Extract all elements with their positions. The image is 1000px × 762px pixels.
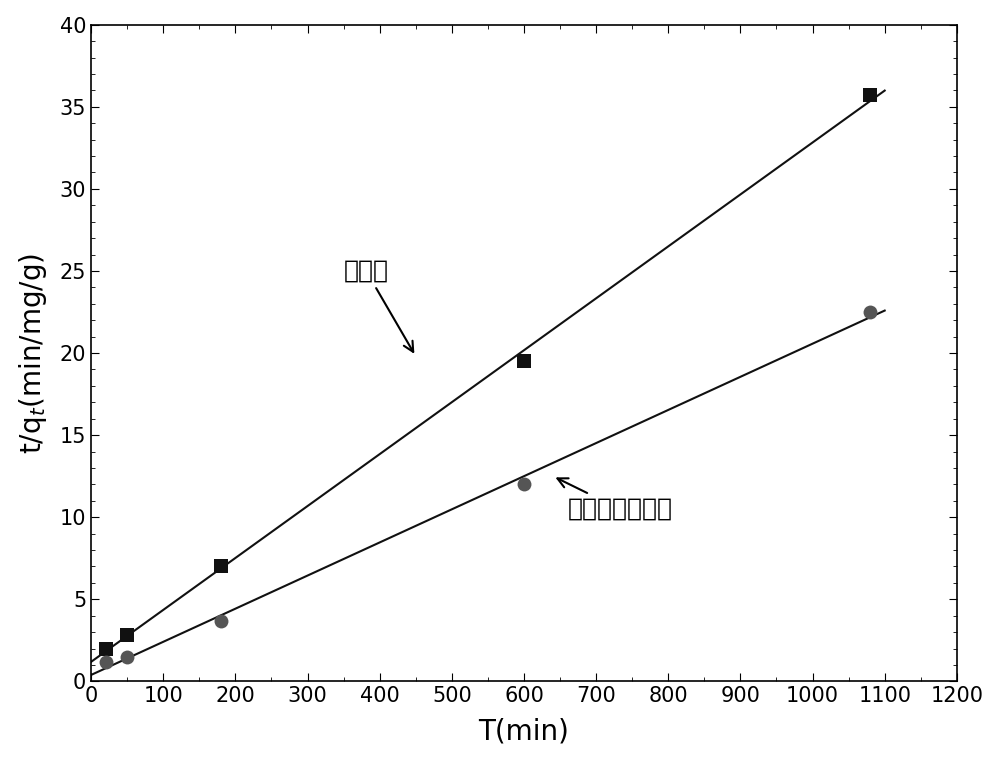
Point: [516, 355, 532, 367]
Point: [862, 89, 878, 101]
Text: 硫修饰的生物炭: 硫修饰的生物炭: [557, 479, 672, 521]
Point: [213, 614, 229, 626]
X-axis label: T(min): T(min): [479, 717, 569, 745]
Point: [119, 651, 135, 663]
Point: [213, 560, 229, 572]
Point: [98, 642, 114, 655]
Point: [119, 629, 135, 642]
Text: 生物炭: 生物炭: [344, 259, 413, 352]
Point: [516, 479, 532, 491]
Point: [98, 655, 114, 668]
Y-axis label: t/q$_t$(min/mg/g): t/q$_t$(min/mg/g): [17, 252, 49, 453]
Point: [862, 306, 878, 318]
